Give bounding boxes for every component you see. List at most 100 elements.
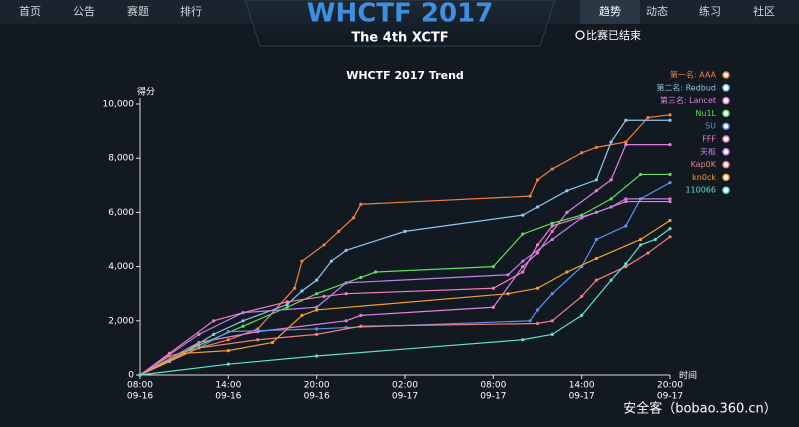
series-line <box>139 236 671 376</box>
point <box>315 332 319 336</box>
point <box>565 189 569 193</box>
point <box>624 118 628 122</box>
point <box>580 213 584 217</box>
point <box>521 270 525 274</box>
point <box>653 237 657 242</box>
nav-link[interactable]: 赛题 <box>127 4 149 18</box>
point <box>609 205 613 209</box>
point <box>491 305 495 309</box>
series-line <box>139 173 670 376</box>
point <box>624 224 628 228</box>
point <box>638 237 643 242</box>
point <box>535 205 540 209</box>
legend-label: 第三名: Lancet <box>660 95 716 105</box>
status: 比赛已结束 <box>586 28 641 42</box>
legend-marker <box>722 148 730 156</box>
x-tick-label: 09-16 <box>215 392 241 402</box>
nav-link[interactable]: 社区 <box>753 4 775 18</box>
point <box>373 270 378 274</box>
point <box>550 292 554 296</box>
point <box>668 143 672 147</box>
point <box>624 197 628 201</box>
legend-marker <box>722 135 730 143</box>
point <box>535 243 540 247</box>
nav-link[interactable]: 排行 <box>180 4 202 18</box>
point <box>521 259 525 263</box>
point <box>535 321 540 326</box>
point <box>624 140 628 144</box>
x-tick-label: 09-16 <box>304 392 330 402</box>
point <box>322 243 326 247</box>
point <box>506 273 510 277</box>
x-tick-label: 09-17 <box>569 392 595 402</box>
point <box>638 243 643 247</box>
point <box>550 167 554 171</box>
site-title: WHCTF 2017 <box>307 0 493 29</box>
point <box>212 332 216 336</box>
series-line <box>139 198 670 376</box>
point <box>344 248 348 252</box>
point <box>329 259 333 263</box>
point <box>344 281 348 285</box>
point <box>668 235 672 239</box>
point <box>594 178 598 182</box>
y-tick-label: 10,000 <box>103 100 135 110</box>
point <box>241 319 245 323</box>
point <box>580 216 584 220</box>
point <box>315 278 319 282</box>
point <box>182 351 186 355</box>
nav-link[interactable]: 趋势 <box>599 5 621 18</box>
point <box>594 237 598 242</box>
point <box>344 319 348 323</box>
point <box>256 327 260 331</box>
point <box>300 313 304 317</box>
point <box>521 265 525 269</box>
legend-label: Kap0K <box>691 160 717 169</box>
point <box>550 332 554 336</box>
nav-link[interactable]: 首页 <box>19 4 41 18</box>
point <box>300 289 304 293</box>
x-tick-label: 09-17 <box>480 392 506 402</box>
point <box>351 216 356 220</box>
point <box>226 362 230 366</box>
site-subtitle: The 4th XCTF <box>351 31 448 46</box>
point <box>668 197 672 201</box>
legend-marker <box>722 109 730 118</box>
series-line <box>139 220 671 376</box>
point <box>359 202 363 206</box>
nav-link[interactable]: 公告 <box>73 5 95 18</box>
point <box>403 229 407 233</box>
active-tab-bg <box>580 0 640 24</box>
point <box>609 178 613 182</box>
legend-marker <box>722 96 730 105</box>
point <box>638 172 643 177</box>
x-tick-label: 20:00 <box>304 381 330 391</box>
x-tick-label: 09-17 <box>657 392 683 402</box>
x-tick-label: 20:00 <box>657 381 683 391</box>
point <box>315 292 319 296</box>
point <box>535 178 540 182</box>
nav-link[interactable]: 练习 <box>699 4 721 18</box>
point <box>256 338 260 342</box>
point <box>285 302 289 307</box>
y-tick-label: 8,000 <box>108 154 134 164</box>
y-tick-label: 0 <box>128 371 134 381</box>
point <box>212 319 216 323</box>
point <box>594 278 598 282</box>
point <box>609 278 613 282</box>
nav-link[interactable]: 动态 <box>646 5 668 18</box>
legend-label: kn0ck <box>692 173 716 182</box>
point <box>550 221 554 225</box>
point <box>226 330 230 334</box>
point <box>528 319 532 323</box>
y-tick-label: 6,000 <box>108 208 134 218</box>
point <box>594 189 598 193</box>
y-tick-label: 4,000 <box>108 262 134 272</box>
point <box>550 224 554 228</box>
legend-marker <box>722 160 730 169</box>
point <box>285 305 289 309</box>
clock-icon <box>575 30 585 40</box>
